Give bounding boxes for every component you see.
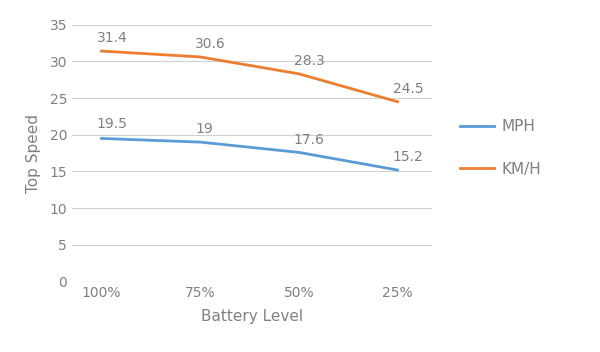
Text: 30.6: 30.6 [195,37,226,51]
KM/H [197,55,204,59]
Line: KM/H: KM/H [101,51,397,102]
Text: 28.3: 28.3 [294,54,325,68]
MPH [394,168,401,172]
Text: 19.5: 19.5 [97,117,128,131]
Text: 15.2: 15.2 [392,150,423,164]
Text: 17.6: 17.6 [294,132,325,146]
Text: 31.4: 31.4 [97,31,127,45]
KM/H [295,72,302,76]
MPH [98,136,105,140]
X-axis label: Battery Level: Battery Level [201,309,303,324]
MPH [197,140,204,144]
MPH [295,150,302,155]
KM/H [394,100,401,104]
Line: MPH: MPH [101,138,397,170]
Y-axis label: Top Speed: Top Speed [26,114,41,193]
Text: 24.5: 24.5 [392,82,423,96]
Text: 19: 19 [195,122,213,136]
KM/H [98,49,105,53]
Legend: MPH, KM/H: MPH, KM/H [454,113,547,183]
